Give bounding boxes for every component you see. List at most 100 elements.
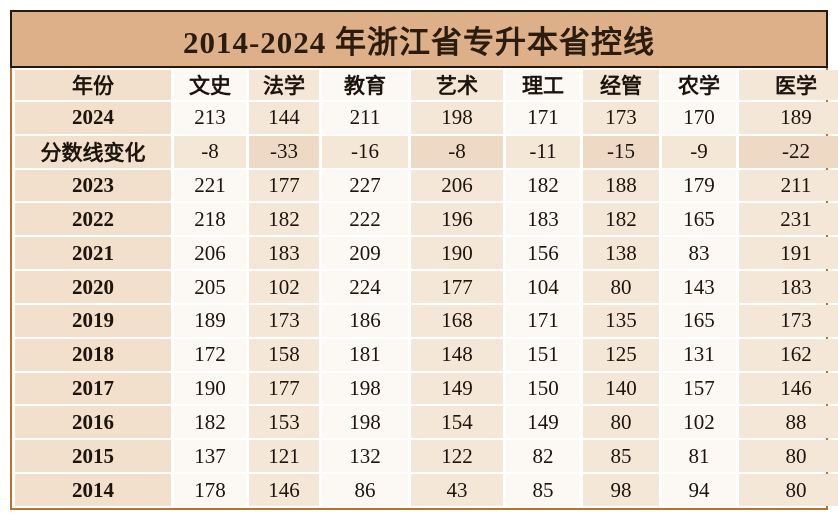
score-cell: 206 [174,237,246,270]
table-row: 2021 206 183 209 190 156 138 83 191 [15,237,838,270]
year-cell: 2023 [15,169,171,202]
score-cell: 188 [583,169,659,202]
score-cell: 88 [739,406,838,439]
score-cell: 211 [322,102,408,134]
score-cell: 231 [739,203,838,236]
score-cell: 182 [583,203,659,236]
score-cell: 179 [662,169,736,202]
score-cell: 190 [174,372,246,405]
score-cell: 140 [583,372,659,405]
score-cell: 98 [583,474,659,506]
score-cell: 80 [739,440,838,473]
score-cell: 227 [322,169,408,202]
score-cell: 138 [583,237,659,270]
score-cell: 143 [662,271,736,303]
score-cell: -16 [322,135,408,168]
score-cell: 122 [411,440,503,473]
score-cell: 190 [411,237,503,270]
table-row: 2015 137 121 132 122 82 85 81 80 [15,440,838,473]
score-cell: 213 [174,102,246,134]
score-cell: 131 [662,338,736,371]
header-cell: 医学 [739,70,838,100]
score-cell: 177 [411,271,503,303]
score-cell: 222 [322,203,408,236]
score-cell: 173 [249,304,319,337]
score-cell: 86 [322,474,408,506]
score-cell: 209 [322,237,408,270]
score-cell: 177 [249,169,319,202]
header-cell: 经管 [583,70,659,100]
header-cell: 法学 [249,70,319,100]
table-row: 分数线变化 -8 -33 -16 -8 -11 -15 -9 -22 [15,135,838,168]
score-cell: 205 [174,271,246,303]
score-cell: 191 [739,237,838,270]
score-cell: 198 [322,372,408,405]
score-cell: 80 [583,406,659,439]
score-cell: 182 [174,406,246,439]
score-cell: 183 [739,271,838,303]
score-cell: 80 [583,271,659,303]
table-row: 2018 172 158 181 148 151 125 131 162 [15,338,838,371]
score-cell: 196 [411,203,503,236]
score-cell: 182 [506,169,580,202]
score-cell: 150 [506,372,580,405]
score-cell: 151 [506,338,580,371]
score-cell: 153 [249,406,319,439]
score-cell: 102 [249,271,319,303]
table-title: 2014-2024 年浙江省专升本省控线 [10,10,828,68]
score-cell: 162 [739,338,838,371]
score-cell: 43 [411,474,503,506]
score-cell: 172 [174,338,246,371]
score-cell: 218 [174,203,246,236]
year-cell: 2022 [15,203,171,236]
score-cell: 183 [506,203,580,236]
year-cell: 分数线变化 [15,135,171,168]
score-cell: 157 [662,372,736,405]
table-row: 2022 218 182 222 196 183 182 165 231 [15,203,838,236]
score-cell: 165 [662,203,736,236]
header-cell: 农学 [662,70,736,100]
score-table-sheet: 2014-2024 年浙江省专升本省控线 年份 文史 法学 教育 艺术 理工 经管 农学 医学 … [10,10,838,510]
score-cell: 132 [322,440,408,473]
score-cell: 189 [739,102,838,134]
score-cell: 171 [506,304,580,337]
score-cell: 144 [249,102,319,134]
year-cell: 2021 [15,237,171,270]
score-cell: 189 [174,304,246,337]
year-cell: 2016 [15,406,171,439]
score-cell: -33 [249,135,319,168]
score-cell: 158 [249,338,319,371]
score-cell: 173 [739,304,838,337]
score-cell: 149 [411,372,503,405]
score-cell: 85 [506,474,580,506]
year-cell: 2014 [15,474,171,506]
table-row: 2017 190 177 198 149 150 140 157 146 [15,372,838,405]
table-body-box: 年份 文史 法学 教育 艺术 理工 经管 农学 医学 2024 213 144 211 198 171 17… [10,68,838,510]
score-cell: 125 [583,338,659,371]
score-cell: 177 [249,372,319,405]
score-cell: -8 [174,135,246,168]
score-cell: 94 [662,474,736,506]
score-cell: -15 [583,135,659,168]
score-cell: 135 [583,304,659,337]
table-row: 2023 221 177 227 206 182 188 179 211 [15,169,838,202]
score-cell: 183 [249,237,319,270]
score-cell: 224 [322,271,408,303]
score-cell: 221 [174,169,246,202]
year-cell: 2024 [15,102,171,134]
year-cell: 2018 [15,338,171,371]
score-cell: 85 [583,440,659,473]
table-row: 2014 178 146 86 43 85 98 94 80 [15,474,838,506]
score-cell: 149 [506,406,580,439]
score-cell: 211 [739,169,838,202]
score-cell: 173 [583,102,659,134]
score-cell: 104 [506,271,580,303]
score-cell: -22 [739,135,838,168]
year-cell: 2020 [15,271,171,303]
score-cell: 206 [411,169,503,202]
score-cell: 154 [411,406,503,439]
score-cell: 168 [411,304,503,337]
score-cell: 171 [506,102,580,134]
score-cell: 102 [662,406,736,439]
score-cell: 165 [662,304,736,337]
